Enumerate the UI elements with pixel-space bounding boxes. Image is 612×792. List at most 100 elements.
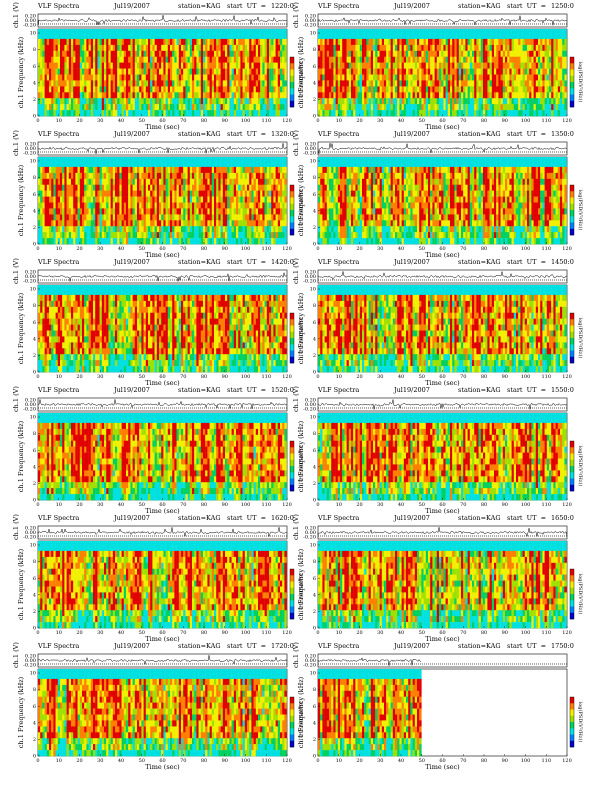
spectrogram-cell (167, 184, 171, 191)
spectrogram-cell (88, 62, 91, 69)
spectrogram-cell (174, 196, 177, 203)
spectrogram-cell (355, 38, 358, 46)
spectrogram-cell (198, 178, 201, 185)
spectrogram-cell (106, 80, 109, 87)
spectrogram-cell (507, 33, 510, 40)
spectrogram-cell (560, 33, 563, 40)
spectrogram-cell (233, 190, 237, 197)
spectrogram-cell (551, 74, 554, 81)
spectrogram-cell (119, 226, 122, 233)
spectrogram-cell (167, 80, 171, 87)
spectrogram-cell (104, 161, 107, 168)
spectrogram-cell (211, 98, 215, 105)
spectrogram-cell (483, 33, 486, 40)
spectrogram-cell (159, 33, 162, 40)
spectrogram-cell (40, 157, 43, 161)
date-label: Jul19/2007 (394, 2, 430, 10)
spectrogram-cell (139, 161, 142, 168)
spectrogram-cell (211, 86, 215, 93)
spectrogram-cell (551, 104, 554, 111)
spectrogram-cell (318, 68, 321, 75)
spectrogram-cell (90, 232, 94, 239)
spectrogram-cell (218, 220, 221, 227)
spectrogram-cell (207, 172, 210, 180)
spectrogram-cell (357, 56, 360, 63)
spectrogram-cell (553, 62, 556, 69)
spectrogram-cell (121, 178, 124, 185)
spectrogram-cell (220, 104, 223, 111)
spectrogram-cell (154, 214, 157, 221)
spectrogram-cell (419, 80, 422, 87)
spectrogram-cell (42, 104, 45, 111)
spectrogram-cell (207, 56, 210, 63)
spectrogram-cell (487, 74, 490, 81)
spectrogram-cell (165, 68, 168, 75)
spectrogram-cell (196, 202, 199, 209)
spectrogram-cell (55, 202, 58, 209)
spectrogram-cell (421, 86, 424, 93)
spectrogram-cell (214, 68, 217, 75)
spectrogram-cell (388, 62, 391, 69)
spectrogram-cell (335, 56, 338, 63)
spectrogram-cell (329, 44, 332, 52)
spectrogram-cell (99, 190, 102, 197)
spectrogram-cell (476, 50, 479, 57)
spectrogram-cell (502, 98, 506, 105)
spectrogram-cell (441, 44, 444, 52)
spectrogram-cell (71, 166, 74, 174)
spectrogram-cell (68, 184, 72, 191)
spectrogram-cell (546, 62, 550, 69)
spectrogram-cell (163, 184, 166, 191)
spectrogram-cell (275, 74, 278, 81)
spectrogram-cell (211, 50, 215, 57)
spectrogram-cell (403, 29, 407, 33)
spectrogram-cell (170, 157, 173, 161)
spectrogram-cell (342, 38, 345, 46)
spectrogram-cell (110, 232, 113, 239)
spectrogram-cell (284, 86, 287, 93)
spectrogram-cell (46, 196, 50, 203)
spectrogram-cell (458, 86, 462, 93)
spectrogram-cell (40, 56, 43, 63)
spectrogram-cell (244, 86, 248, 93)
spectrogram-cell (487, 68, 490, 75)
spectrogram-cell (130, 157, 133, 161)
spectrogram-cell (476, 44, 479, 52)
spectrogram-cell (529, 68, 532, 75)
spectrogram-cell (148, 238, 151, 245)
spectrogram-cell (335, 50, 338, 57)
spectrogram-cell (139, 44, 142, 52)
spectrogram-cell (115, 44, 118, 52)
spectrogram-cell (222, 202, 226, 209)
spectrogram-cell (255, 50, 259, 57)
spectrogram-cell (66, 29, 69, 33)
spectrogram-cell (414, 104, 418, 111)
spectrogram-cell (167, 208, 171, 215)
spectrogram-cell (511, 74, 514, 81)
spectrogram-cell (194, 172, 197, 180)
spectrogram-cell (209, 29, 212, 33)
spectrogram-cell (174, 98, 177, 105)
spectrogram-cell (322, 56, 325, 63)
spectrogram-cell (209, 104, 212, 111)
spectrogram-cell (55, 104, 58, 111)
spectrogram-cell (333, 29, 336, 33)
spectrogram-cell (211, 220, 215, 227)
spectrogram-cell (121, 29, 124, 33)
spectrogram-cell (126, 190, 129, 197)
spectrogram-cell (260, 80, 263, 87)
spectrogram-cell (238, 214, 241, 221)
spectrogram-cell (119, 196, 122, 203)
spectrogram-cell (337, 98, 341, 105)
spectrogram-cell (359, 38, 363, 46)
spectrogram-cell (406, 50, 409, 57)
spectrogram-cell (101, 33, 105, 40)
spectrogram-cell (134, 104, 138, 111)
spectrogram-cell (546, 104, 550, 111)
spectrogram-cell (271, 74, 274, 81)
spectrogram-cell (141, 190, 144, 197)
spectrogram-cell (533, 33, 536, 40)
spectrogram-cell (373, 110, 376, 117)
spectrogram-cell (284, 38, 287, 46)
spectrogram-cell (95, 98, 98, 105)
